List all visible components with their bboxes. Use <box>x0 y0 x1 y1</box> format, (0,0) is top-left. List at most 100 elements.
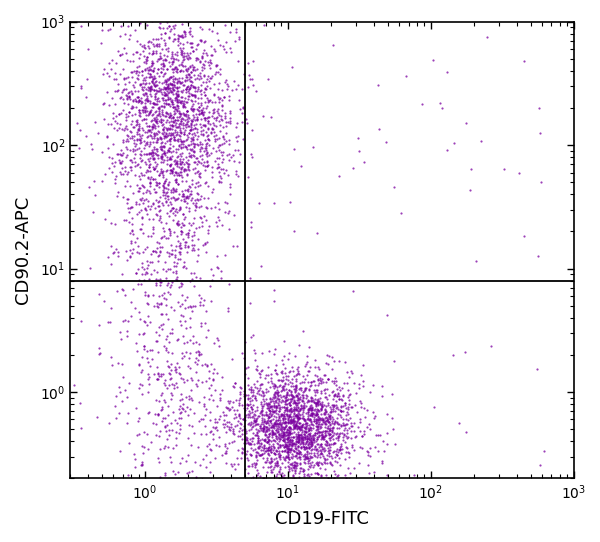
Point <box>168 215 178 224</box>
Point <box>155 251 164 260</box>
Point <box>140 204 150 213</box>
Point <box>117 360 127 369</box>
Point <box>137 390 147 398</box>
Point <box>344 390 354 399</box>
Point <box>220 250 230 259</box>
Point <box>273 376 283 384</box>
Point <box>244 483 254 492</box>
Point <box>170 74 180 83</box>
Point <box>187 96 197 105</box>
Point <box>325 451 334 460</box>
Point <box>124 108 134 117</box>
Point <box>247 74 256 83</box>
Point <box>297 396 307 404</box>
Point <box>180 28 190 37</box>
Point <box>259 511 268 519</box>
Point <box>133 98 143 106</box>
Point <box>176 370 185 378</box>
Point <box>279 412 289 421</box>
Point <box>161 78 170 86</box>
Point <box>203 117 212 126</box>
Point <box>142 106 152 115</box>
Point <box>150 174 160 183</box>
Point <box>183 362 193 370</box>
Point <box>330 417 340 425</box>
Point <box>223 443 232 452</box>
Point <box>340 398 349 407</box>
Point <box>126 165 136 174</box>
Point <box>148 77 157 86</box>
Point <box>156 30 166 38</box>
Point <box>283 388 292 397</box>
Point <box>188 198 198 207</box>
Point <box>155 40 164 49</box>
Point <box>329 41 338 50</box>
Point <box>128 50 138 59</box>
Point <box>280 481 290 489</box>
Point <box>290 352 299 361</box>
Point <box>285 401 295 409</box>
Point <box>174 61 184 69</box>
Point <box>151 396 160 404</box>
Point <box>133 93 142 101</box>
Point <box>300 431 310 440</box>
Point <box>298 435 308 444</box>
Point <box>170 252 179 261</box>
Point <box>103 25 113 34</box>
Point <box>163 348 172 357</box>
Point <box>181 116 190 125</box>
Point <box>292 401 302 410</box>
Point <box>187 134 196 143</box>
Point <box>279 423 289 432</box>
Point <box>172 106 181 115</box>
Point <box>166 264 175 273</box>
Point <box>324 434 334 443</box>
Point <box>221 121 231 130</box>
Point <box>323 375 333 383</box>
Point <box>172 92 181 100</box>
Point <box>172 91 181 99</box>
Point <box>313 405 323 414</box>
Point <box>295 385 304 394</box>
Point <box>290 417 299 426</box>
Point <box>145 108 154 117</box>
Point <box>187 39 196 48</box>
Point <box>279 424 289 433</box>
Point <box>161 44 171 53</box>
Point <box>287 442 297 451</box>
Point <box>225 119 235 127</box>
Point <box>242 400 252 409</box>
Point <box>167 151 176 160</box>
Point <box>301 455 310 463</box>
Point <box>246 383 256 392</box>
Point <box>286 417 296 425</box>
Point <box>292 414 301 423</box>
Point <box>145 141 154 150</box>
Point <box>206 427 215 435</box>
Point <box>275 380 285 389</box>
Point <box>175 38 185 47</box>
Point <box>237 85 247 93</box>
Point <box>221 440 230 449</box>
Point <box>200 166 210 175</box>
Point <box>130 237 139 246</box>
Point <box>337 401 346 410</box>
Point <box>118 106 128 115</box>
Point <box>325 459 335 467</box>
Point <box>143 292 153 301</box>
Point <box>137 105 147 114</box>
Point <box>285 394 295 403</box>
Point <box>167 426 177 435</box>
Point <box>274 436 284 445</box>
Point <box>130 304 139 312</box>
Point <box>150 95 160 104</box>
Point <box>153 122 163 131</box>
Point <box>133 74 142 82</box>
Point <box>356 427 365 435</box>
Point <box>197 151 207 159</box>
Point <box>165 160 175 169</box>
Point <box>179 102 188 111</box>
Point <box>344 424 353 433</box>
Point <box>328 353 337 362</box>
Point <box>157 90 167 99</box>
